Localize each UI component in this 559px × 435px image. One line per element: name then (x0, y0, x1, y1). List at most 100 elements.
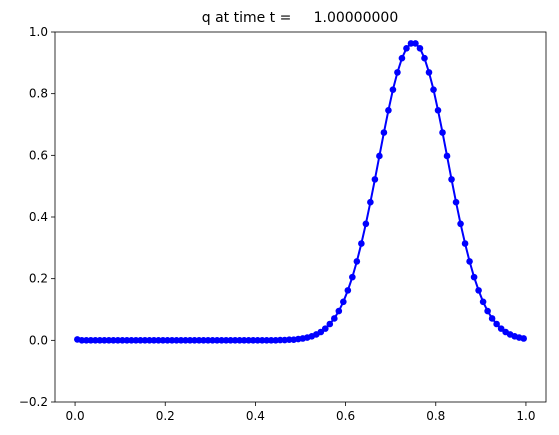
data-point (218, 337, 225, 344)
data-point (425, 69, 433, 76)
data-point (488, 315, 496, 322)
data-point (186, 337, 194, 344)
data-point (407, 40, 415, 47)
data-point (92, 337, 99, 344)
data-point (367, 198, 374, 206)
x-tick-label: 0.4 (246, 409, 265, 423)
data-point (452, 198, 460, 206)
data-point (358, 240, 365, 247)
data-point (191, 337, 198, 344)
y-tick-label: 0.0 (29, 333, 48, 347)
x-tick-label: 0.8 (426, 409, 445, 423)
data-point (200, 337, 207, 344)
data-point (146, 337, 153, 344)
data-point (114, 337, 122, 344)
data-point (389, 86, 397, 93)
data-point (276, 336, 284, 344)
data-point (258, 337, 266, 344)
data-point (403, 45, 410, 52)
data-point (470, 273, 478, 281)
data-point (105, 337, 113, 344)
data-point (177, 337, 185, 344)
x-tick-label: 0.2 (156, 409, 175, 423)
data-point (398, 54, 406, 62)
data-point (227, 337, 234, 344)
data-point (123, 337, 131, 344)
data-point (101, 337, 108, 344)
data-point (159, 337, 167, 344)
data-point (479, 298, 487, 306)
data-point (362, 220, 370, 228)
data-point (119, 337, 126, 344)
y-tick-label: −0.2 (19, 395, 48, 409)
y-tick-label: 1.0 (29, 25, 48, 39)
data-point (335, 307, 343, 315)
data-point (331, 315, 338, 322)
data-point (317, 328, 325, 336)
data-point (137, 337, 144, 344)
data-point (78, 337, 86, 344)
data-point (353, 258, 361, 265)
data-point (231, 337, 239, 344)
data-point (195, 337, 203, 344)
data-point (349, 273, 356, 281)
data-point (236, 337, 243, 344)
data-point (240, 337, 248, 344)
y-tick-label: 0.6 (29, 148, 48, 162)
data-point (412, 40, 419, 47)
data-point (376, 152, 383, 160)
data-point (466, 258, 473, 265)
y-tick-label: 0.2 (29, 272, 48, 286)
x-tick-label: 0.0 (66, 409, 85, 423)
data-point (150, 337, 158, 344)
data-point (263, 337, 270, 344)
data-point (321, 325, 329, 332)
data-point (87, 337, 95, 344)
data-point (385, 107, 392, 114)
data-point (484, 307, 491, 315)
data-point (222, 337, 230, 344)
data-point (168, 337, 176, 344)
data-point (443, 152, 451, 160)
data-line (77, 42, 524, 342)
data-point (96, 337, 104, 344)
data-point (83, 337, 90, 344)
data-point (394, 69, 401, 76)
data-point (249, 337, 257, 344)
data-point (204, 337, 212, 344)
data-point (493, 320, 500, 328)
y-tick-label: 0.8 (29, 87, 48, 101)
data-point (475, 287, 482, 294)
data-point (209, 337, 216, 344)
data-point (430, 86, 437, 93)
plot-frame (54, 31, 547, 403)
data-point (340, 298, 347, 306)
data-point (141, 337, 149, 344)
data-point (213, 337, 221, 344)
data-point (434, 107, 442, 114)
data-point (520, 335, 527, 342)
data-point (371, 176, 379, 183)
x-tick-label: 1.0 (516, 409, 535, 423)
data-point (448, 176, 455, 183)
data-point (457, 220, 464, 228)
data-point (380, 129, 388, 136)
data-point (110, 337, 117, 344)
data-point (267, 337, 275, 344)
data-point (128, 337, 135, 344)
y-tick-label: 0.4 (29, 210, 48, 224)
data-point (344, 287, 352, 294)
data-point (245, 337, 252, 344)
data-point (439, 129, 446, 136)
data-point (285, 336, 293, 344)
x-tick-label: 0.6 (336, 409, 355, 423)
data-point (254, 337, 261, 344)
data-point (173, 337, 180, 344)
chart-title: q at time t = 1.00000000 (202, 10, 398, 26)
data-point (421, 54, 428, 62)
data-point (416, 45, 424, 52)
data-point (164, 337, 171, 344)
data-point (326, 320, 334, 328)
data-point (155, 337, 162, 344)
